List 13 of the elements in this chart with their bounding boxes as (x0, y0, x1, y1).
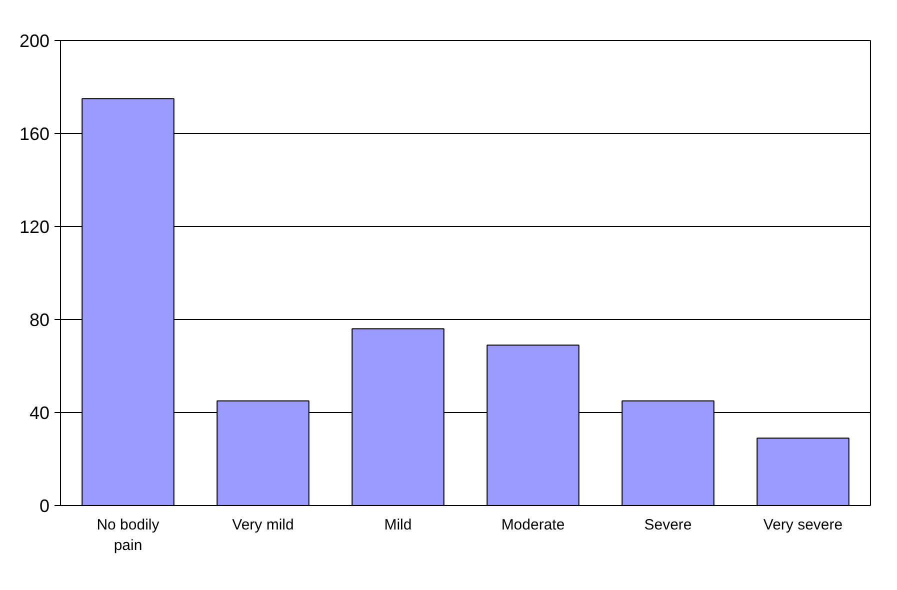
y-tick-label: 40 (29, 403, 50, 423)
y-tick-label: 200 (19, 31, 50, 51)
x-tick-label: Severe (644, 516, 692, 534)
x-tick-label: Mild (384, 516, 412, 534)
y-tick-label: 80 (29, 310, 50, 330)
x-tick-label: Very mild (232, 516, 294, 534)
x-tick-label: No bodily pain (96, 516, 160, 554)
x-tick-label: Moderate (501, 516, 565, 534)
y-tick-label: 0 (39, 496, 50, 516)
y-tick-label: 160 (19, 124, 50, 144)
bar (756, 438, 850, 506)
x-tick-label: Very severe (763, 516, 843, 534)
y-tick-label: 120 (19, 217, 50, 237)
